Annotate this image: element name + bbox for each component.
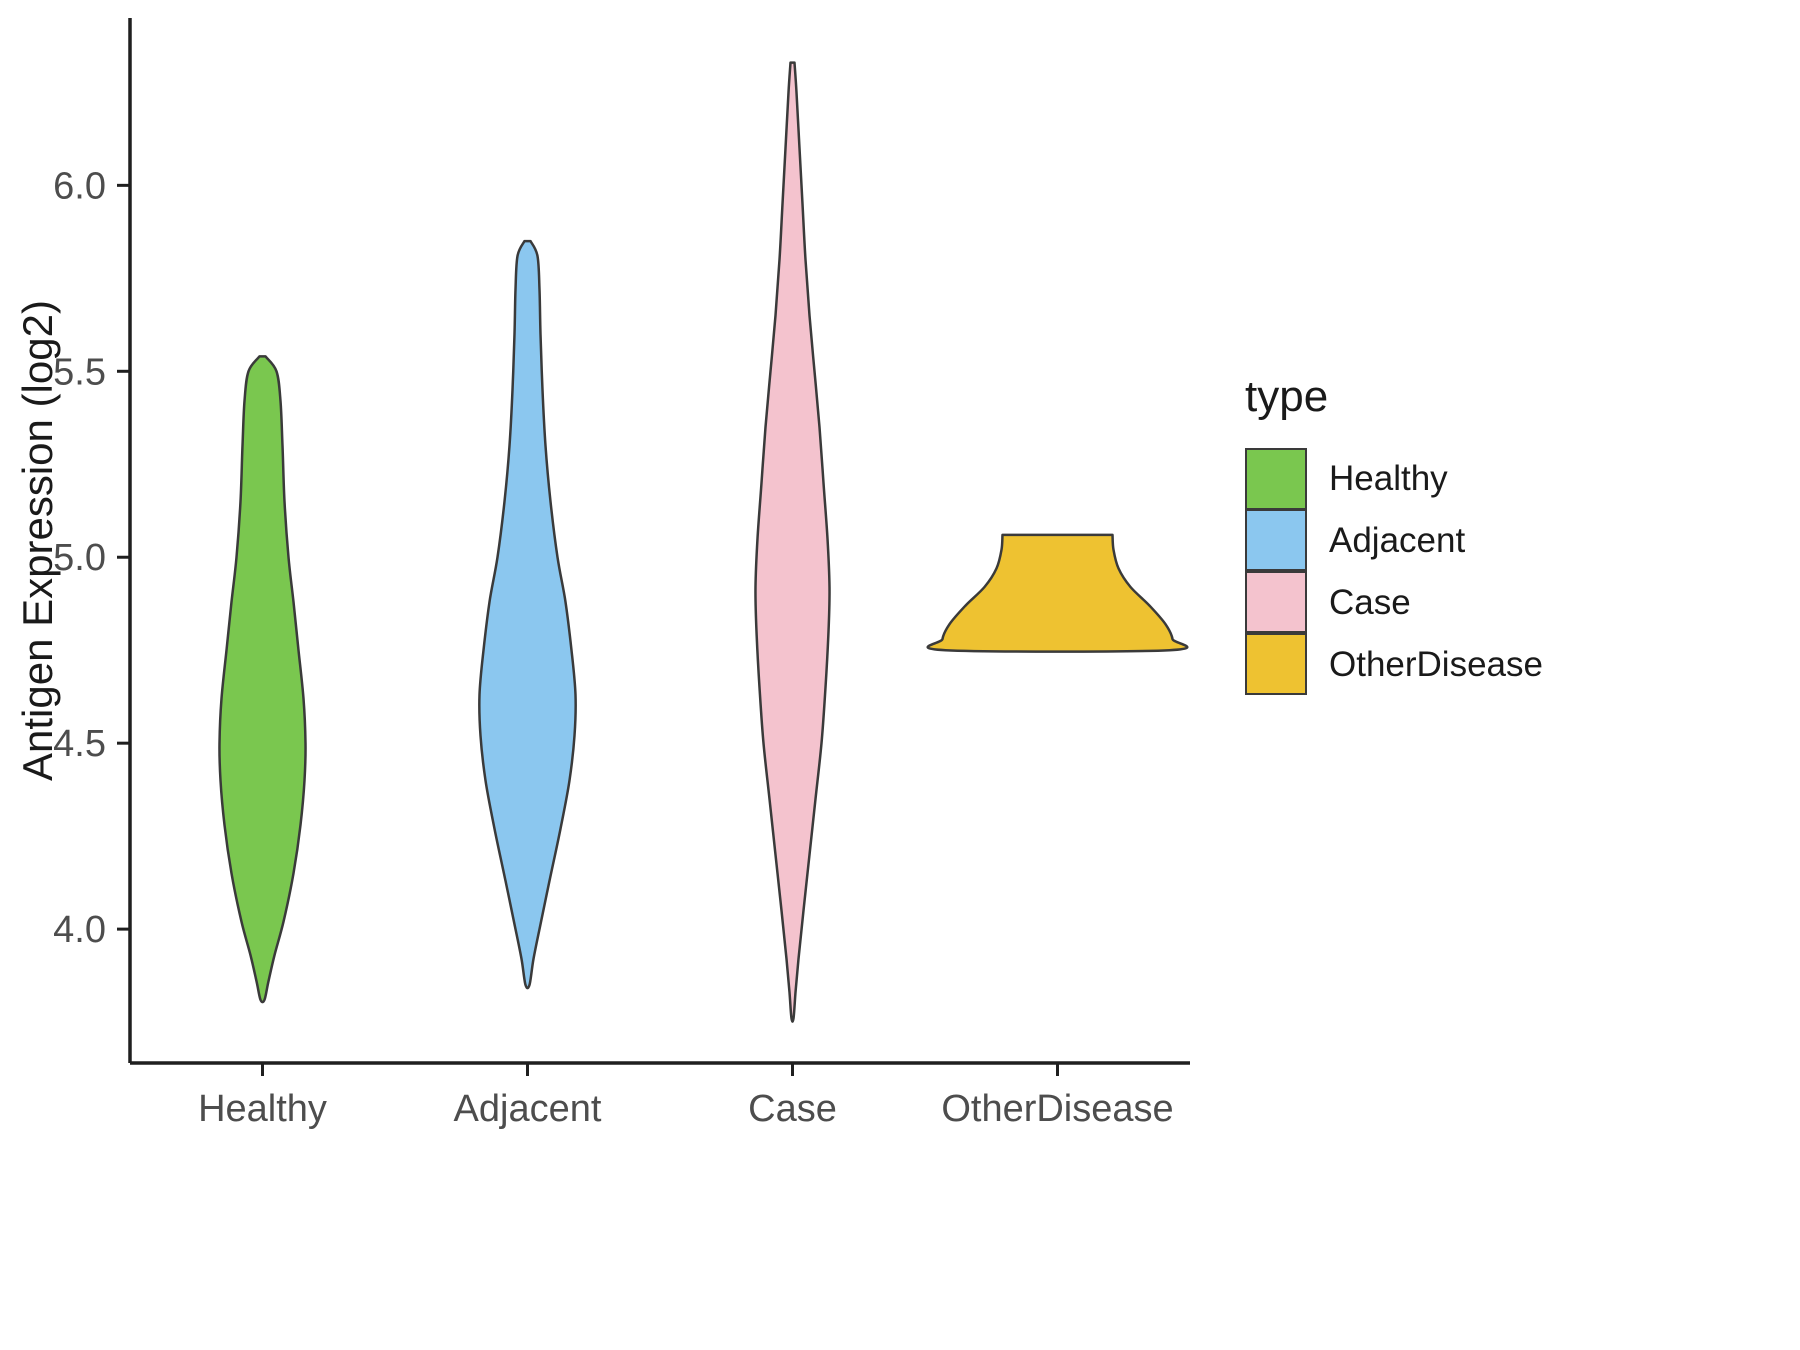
legend-key-otherdisease-icon bbox=[1245, 633, 1307, 695]
x-tick-label: Case bbox=[748, 1088, 837, 1130]
legend: type Healthy Adjacent Case OtherDisease bbox=[1245, 372, 1543, 696]
y-tick-label: 5.5 bbox=[53, 351, 106, 393]
x-tick-label: Healthy bbox=[198, 1088, 327, 1130]
legend-key-case-icon bbox=[1245, 571, 1307, 633]
y-tick-label: 6.0 bbox=[53, 165, 106, 207]
legend-item-case: Case bbox=[1245, 571, 1543, 634]
legend-label-healthy: Healthy bbox=[1329, 459, 1448, 498]
legend-item-adjacent: Adjacent bbox=[1245, 509, 1543, 572]
x-tick-label: OtherDisease bbox=[941, 1088, 1173, 1130]
violin-case bbox=[754, 61, 831, 1023]
legend-item-otherdisease: OtherDisease bbox=[1245, 633, 1543, 696]
violin-healthy bbox=[218, 355, 307, 1004]
y-tick-label: 4.5 bbox=[53, 723, 106, 765]
x-tick-label: Adjacent bbox=[454, 1088, 602, 1130]
legend-label-adjacent: Adjacent bbox=[1329, 521, 1466, 560]
y-tick-label: 5.0 bbox=[53, 537, 106, 579]
violin-otherdisease bbox=[926, 533, 1189, 653]
legend-title: type bbox=[1245, 372, 1329, 421]
axes: 4.0 4.5 5.0 5.5 6.0 Healthy Adjacent Case OtherD… bbox=[53, 18, 1190, 1130]
legend-item-healthy: Healthy bbox=[1245, 448, 1543, 510]
violin-adjacent bbox=[478, 239, 577, 990]
y-axis-title: Antigen Expression (log2) bbox=[14, 300, 61, 781]
legend-key-adjacent-icon bbox=[1245, 509, 1307, 571]
y-tick-label: 4.0 bbox=[53, 909, 106, 951]
legend-label-case: Case bbox=[1329, 583, 1411, 622]
legend-label-otherdisease: OtherDisease bbox=[1329, 645, 1543, 684]
legend-key-healthy-icon bbox=[1245, 448, 1307, 510]
